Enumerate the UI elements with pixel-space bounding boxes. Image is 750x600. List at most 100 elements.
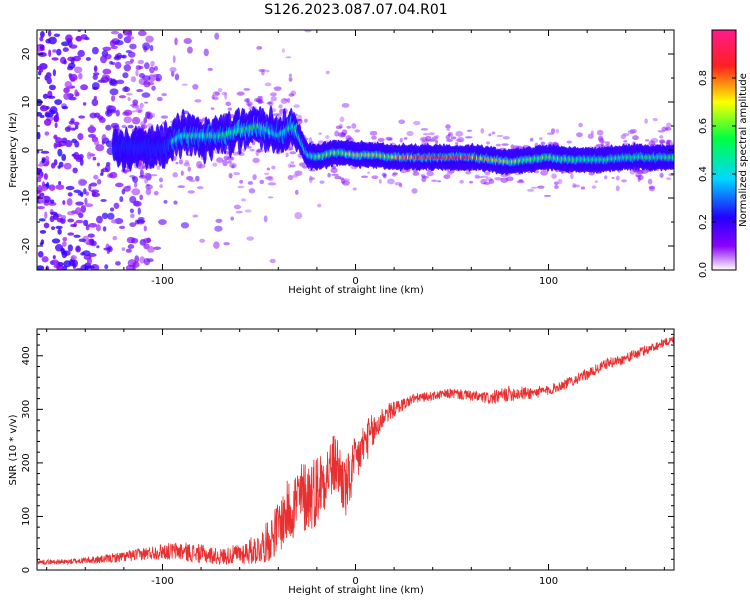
spectrogram-noise-blob <box>127 244 135 250</box>
spectrogram-noise-blob <box>131 188 141 196</box>
spectrogram-haze <box>557 178 563 185</box>
spectrogram-noise-blob <box>38 68 44 73</box>
spectrogram-haze <box>273 86 282 91</box>
spectrogram-noise-blob <box>78 212 84 219</box>
spectrogram-haze <box>474 174 480 179</box>
spectrogram-noise-blob <box>47 95 56 99</box>
spectrogram-noise-blob <box>71 138 78 144</box>
spectrogram-haze <box>290 161 295 164</box>
spectrogram-haze <box>346 125 352 129</box>
spectrogram-noise-blob <box>39 192 45 197</box>
spectrogram-haze <box>426 171 434 177</box>
spectrogram-haze <box>465 171 472 175</box>
spectrogram-noise-blob <box>148 74 156 82</box>
spectrogram-noise-blob <box>45 265 50 270</box>
spectrogram-haze <box>483 181 491 185</box>
spectrogram-haze <box>317 140 325 144</box>
spectrogram-haze <box>261 69 265 76</box>
spectrogram-haze <box>399 137 403 143</box>
spectrogram-noise-blob <box>100 55 107 64</box>
spectrogram-haze <box>292 173 299 178</box>
spectrogram-haze <box>622 132 630 137</box>
spectrogram-haze <box>445 124 451 129</box>
spectrogram-haze <box>257 95 263 99</box>
spectrogram-haze <box>194 99 202 103</box>
colorbar-tick-label: 0.4 <box>698 166 709 182</box>
spectrogram-haze <box>501 143 509 146</box>
spectrogram-haze <box>505 176 514 182</box>
spectrogram-haze <box>594 180 598 184</box>
spectrogram-noise-blob <box>67 192 73 197</box>
spectrogram-noise-blob <box>72 55 82 62</box>
spectrogram-haze <box>256 46 263 50</box>
spectrogram-noise-blob <box>78 238 87 243</box>
spectrogram-noise-blob <box>89 182 98 187</box>
snr-axes: -100 0 100 0 100 200 300 400 <box>21 329 674 587</box>
spectrogram-noise-blob <box>73 121 80 126</box>
colorbar: 0.0 0.2 0.4 0.6 0.8 Normalized spectral ampl… <box>698 29 749 278</box>
spectrogram-noise-blob <box>112 235 118 241</box>
spectrogram-noise-blob <box>63 260 72 268</box>
spectrogram-noise-blob <box>93 174 99 180</box>
spectrogram-haze <box>371 135 377 140</box>
spectrogram-haze <box>188 179 196 183</box>
spectrogram-haze <box>288 77 293 82</box>
spectrogram-haze <box>330 167 338 174</box>
spectrogram-noise-blob <box>127 97 131 101</box>
spectrogram-noise-blob <box>244 209 252 213</box>
spectrogram-haze <box>280 97 288 104</box>
snr-y-tick-label: 400 <box>21 346 32 365</box>
spectrogram-noise-blob <box>70 255 77 261</box>
spectrogram-noise-blob <box>63 87 70 94</box>
spectrogram-x-tick-label: 100 <box>539 276 558 287</box>
spectrogram-noise-blob <box>48 49 52 58</box>
spectrogram-haze <box>228 172 233 179</box>
spectrogram-noise-blob <box>139 194 143 201</box>
spectrogram-haze <box>648 186 655 192</box>
spectrogram-noise-blob <box>215 218 223 224</box>
spectrogram-haze <box>134 117 140 120</box>
spectrogram-haze <box>665 177 672 181</box>
spectrogram-haze <box>233 172 241 176</box>
spectrogram-haze <box>146 183 150 187</box>
spectrogram-noise-blob <box>37 131 41 140</box>
spectrogram-x-tick-label: -100 <box>151 276 174 287</box>
spectrogram-haze <box>123 169 128 174</box>
snr-y-tick-label: 100 <box>21 507 32 526</box>
spectrogram-content <box>37 30 674 270</box>
spectrogram-noise-blob <box>87 233 95 238</box>
spectrogram-noise-blob <box>55 184 65 190</box>
snr-y-axis-label: SNR (10 * v/v) <box>8 414 19 485</box>
spectrogram-haze <box>129 175 136 178</box>
spectrogram-y-tick-label: -20 <box>21 238 32 254</box>
spectrogram-noise-blob <box>75 219 84 224</box>
spectrogram-noise-blob <box>44 131 50 136</box>
spectrogram-haze <box>647 178 653 185</box>
spectrogram-haze <box>378 179 382 184</box>
spectrogram-noise-blob <box>114 217 124 225</box>
spectrogram-haze <box>466 129 472 132</box>
spectrogram-noise-blob <box>67 244 73 252</box>
spectrogram-haze <box>645 139 650 142</box>
spectrogram-haze <box>249 148 255 152</box>
spectrogram-haze <box>539 137 543 141</box>
spectrogram-haze <box>318 132 322 135</box>
spectrogram-haze <box>387 178 395 185</box>
spectrogram-haze <box>158 177 164 183</box>
spectrogram-haze <box>659 172 664 178</box>
spectrogram-noise-blob <box>213 241 220 249</box>
spectrogram-noise-blob <box>40 186 48 191</box>
spectrogram-noise-blob <box>54 122 58 129</box>
spectrogram-haze <box>615 185 620 192</box>
spectrogram-noise-blob <box>109 88 119 96</box>
spectrogram-haze <box>126 93 133 96</box>
spectrogram-haze <box>659 135 664 139</box>
spectrogram-noise-blob <box>96 245 100 249</box>
spectrogram-noise-blob <box>63 59 67 65</box>
spectrogram-noise-blob <box>56 48 62 56</box>
spectrogram-haze <box>126 185 132 188</box>
spectrogram-haze <box>187 190 196 194</box>
spectrogram-haze <box>144 178 149 184</box>
spectrogram-haze <box>342 178 350 182</box>
